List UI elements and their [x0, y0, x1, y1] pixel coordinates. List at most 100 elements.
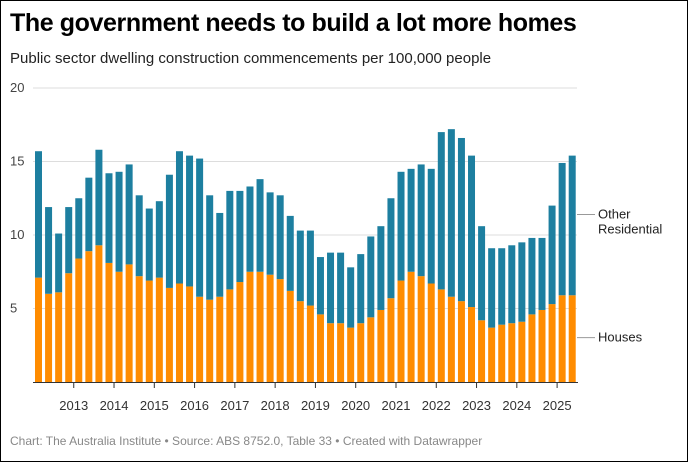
bar-other-residential	[518, 242, 526, 322]
bar-houses	[105, 262, 113, 382]
bar-other-residential	[367, 236, 375, 318]
bar-other-residential	[528, 237, 536, 315]
gridlines	[33, 87, 577, 309]
bar-other-residential	[276, 195, 284, 280]
bar-houses	[246, 271, 254, 382]
bar-other-residential	[316, 257, 324, 315]
legend-line: Residential	[598, 221, 662, 236]
bar-houses	[115, 271, 123, 382]
bar-other-residential	[498, 248, 506, 325]
chart-footer: Chart: The Australia Institute • Source:…	[10, 434, 483, 448]
bar-houses	[457, 301, 465, 382]
bar-houses	[387, 298, 395, 382]
bar-houses	[276, 279, 284, 382]
x-tick-label: 2019	[301, 398, 330, 413]
bar-other-residential	[548, 205, 556, 305]
bar-houses	[327, 323, 335, 382]
bar-houses	[45, 293, 53, 382]
bar-houses	[377, 309, 385, 382]
bar-houses	[437, 289, 445, 382]
bar-other-residential	[226, 190, 234, 290]
bar-houses	[568, 295, 576, 382]
bar-other-residential	[457, 137, 465, 302]
bar-other-residential	[377, 226, 385, 310]
bar-other-residential	[115, 171, 123, 272]
bar-other-residential	[437, 132, 445, 290]
x-tick-label: 2020	[341, 398, 370, 413]
bar-other-residential	[246, 186, 254, 272]
bar-houses	[548, 304, 556, 382]
bar-other-residential	[145, 208, 153, 281]
x-tick-label: 2015	[140, 398, 169, 413]
x-tick-label: 2014	[100, 398, 129, 413]
bar-other-residential	[397, 171, 405, 281]
bar-houses	[357, 323, 365, 382]
bar-houses	[145, 280, 153, 382]
chart-title: The government needs to build a lot more…	[10, 9, 577, 37]
bar-houses	[286, 290, 294, 382]
bar-other-residential	[45, 207, 53, 294]
bar-other-residential	[538, 237, 546, 310]
x-tick-label: 2018	[261, 398, 290, 413]
bar-houses	[165, 287, 173, 382]
bar-other-residential	[266, 192, 274, 275]
y-tick-label: 15	[10, 154, 24, 169]
bar-other-residential	[95, 149, 103, 246]
x-tick-label: 2022	[422, 398, 451, 413]
bar-houses	[538, 309, 546, 382]
bar-other-residential	[105, 173, 113, 263]
bar-houses	[155, 277, 163, 382]
bar-other-residential	[387, 198, 395, 299]
bar-other-residential	[407, 168, 415, 272]
bar-houses	[417, 276, 425, 382]
x-tick-label: 2023	[462, 398, 491, 413]
bar-other-residential	[196, 158, 204, 297]
y-tick-label: 5	[10, 301, 17, 316]
legend: Other Residential Houses	[577, 206, 662, 345]
bar-other-residential	[327, 252, 335, 324]
x-tick-label: 2024	[502, 398, 531, 413]
bar-houses	[518, 321, 526, 382]
y-tick-label: 20	[10, 80, 24, 95]
bar-other-residential	[347, 267, 355, 328]
bar-other-residential	[508, 245, 516, 324]
bar-other-residential	[216, 212, 224, 297]
bar-houses	[306, 305, 314, 382]
bar-houses	[447, 296, 455, 382]
x-tick-label: 2016	[180, 398, 209, 413]
bar-other-residential	[337, 252, 345, 324]
bar-houses	[488, 327, 496, 382]
bars	[35, 129, 576, 382]
bar-houses	[85, 251, 93, 382]
bar-houses	[478, 320, 486, 382]
bar-houses	[508, 323, 516, 382]
bar-houses	[216, 296, 224, 382]
bar-houses	[75, 258, 83, 382]
bar-other-residential	[186, 155, 194, 287]
chart-subtitle: Public sector dwelling construction comm…	[10, 50, 492, 67]
x-tick-label: 2025	[543, 398, 572, 413]
bar-other-residential	[125, 164, 133, 265]
bar-houses	[266, 274, 274, 382]
bar-other-residential	[306, 230, 314, 306]
bar-other-residential	[357, 254, 365, 324]
bar-houses	[35, 277, 42, 382]
bar-houses	[186, 286, 194, 382]
x-tick-label: 2017	[220, 398, 249, 413]
bar-houses	[296, 301, 304, 382]
bar-other-residential	[427, 168, 435, 284]
bar-houses	[256, 271, 264, 382]
bar-houses	[367, 317, 375, 382]
bar-other-residential	[558, 162, 566, 296]
bar-houses	[175, 283, 183, 382]
bar-other-residential	[155, 201, 163, 278]
bar-houses	[236, 282, 244, 382]
bar-houses	[468, 307, 476, 382]
bar-houses	[95, 245, 103, 382]
bar-other-residential	[165, 174, 173, 288]
bar-other-residential	[135, 195, 143, 277]
bar-other-residential	[286, 215, 294, 291]
bar-houses	[65, 273, 73, 382]
bar-other-residential	[206, 195, 214, 300]
bar-houses	[196, 296, 204, 382]
